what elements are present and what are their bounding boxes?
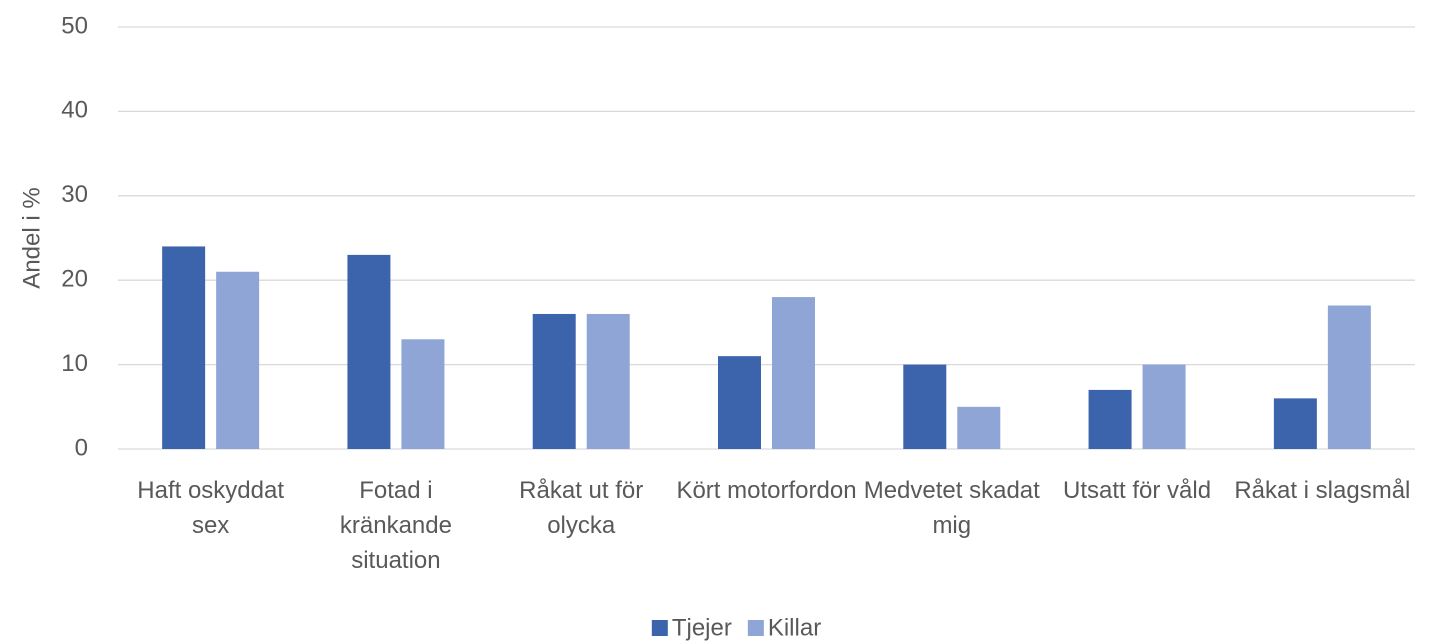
x-tick-label: Haft oskyddat sex bbox=[137, 477, 284, 539]
bar bbox=[1327, 305, 1371, 449]
bar bbox=[903, 364, 947, 449]
x-tick-label: Råkat ut för olycka bbox=[519, 477, 643, 539]
x-tick-line: olycka bbox=[547, 512, 616, 539]
y-tick-label: 30 bbox=[61, 181, 88, 208]
bar bbox=[957, 406, 1001, 449]
bar bbox=[1142, 364, 1186, 449]
x-tick-label: Råkat i slagsmål bbox=[1234, 477, 1410, 504]
bar bbox=[718, 356, 761, 449]
y-tick-label: 10 bbox=[61, 350, 88, 377]
x-tick-line: Haft oskyddat bbox=[137, 477, 284, 504]
x-tick-label: Utsatt för våld bbox=[1063, 477, 1211, 504]
bar bbox=[347, 254, 391, 449]
bar bbox=[586, 313, 630, 449]
x-tick-line: Utsatt för våld bbox=[1063, 477, 1211, 504]
y-tick-label: 40 bbox=[61, 97, 88, 124]
bar bbox=[162, 246, 206, 449]
x-tick-line: Råkat i slagsmål bbox=[1234, 477, 1410, 504]
bar bbox=[401, 339, 445, 449]
x-tick-line: situation bbox=[351, 547, 440, 574]
bar bbox=[1273, 398, 1317, 449]
bar bbox=[532, 313, 576, 449]
x-tick-line: Medvetet skadat bbox=[864, 477, 1040, 504]
legend-swatch bbox=[747, 620, 764, 636]
x-tick-line: Kört motorfordon bbox=[676, 477, 856, 504]
x-tick-line: kränkande bbox=[340, 512, 452, 539]
y-tick-label: 20 bbox=[61, 266, 88, 293]
bar bbox=[772, 297, 815, 449]
legend-label: Tjejer bbox=[672, 614, 732, 641]
x-tick-label: Kört motorfordon bbox=[676, 477, 856, 504]
x-tick-line: Råkat ut för bbox=[519, 477, 643, 504]
y-tick-label: 0 bbox=[75, 434, 88, 461]
bar bbox=[1088, 389, 1132, 449]
bar bbox=[216, 271, 260, 449]
legend: Tjejer Killar bbox=[651, 614, 821, 641]
legend-label: Killar bbox=[768, 614, 821, 641]
x-tick-label: Fotad i kränkande situation bbox=[340, 477, 452, 574]
x-tick-label: Medvetet skadat mig bbox=[864, 477, 1040, 539]
x-tick-line: mig bbox=[932, 512, 971, 539]
legend-swatch bbox=[651, 620, 668, 636]
x-tick-line: Fotad i bbox=[359, 477, 432, 504]
y-axis-label: Andel i % bbox=[18, 187, 45, 288]
x-tick-line: sex bbox=[192, 512, 229, 539]
y-tick-label: 50 bbox=[61, 12, 88, 39]
